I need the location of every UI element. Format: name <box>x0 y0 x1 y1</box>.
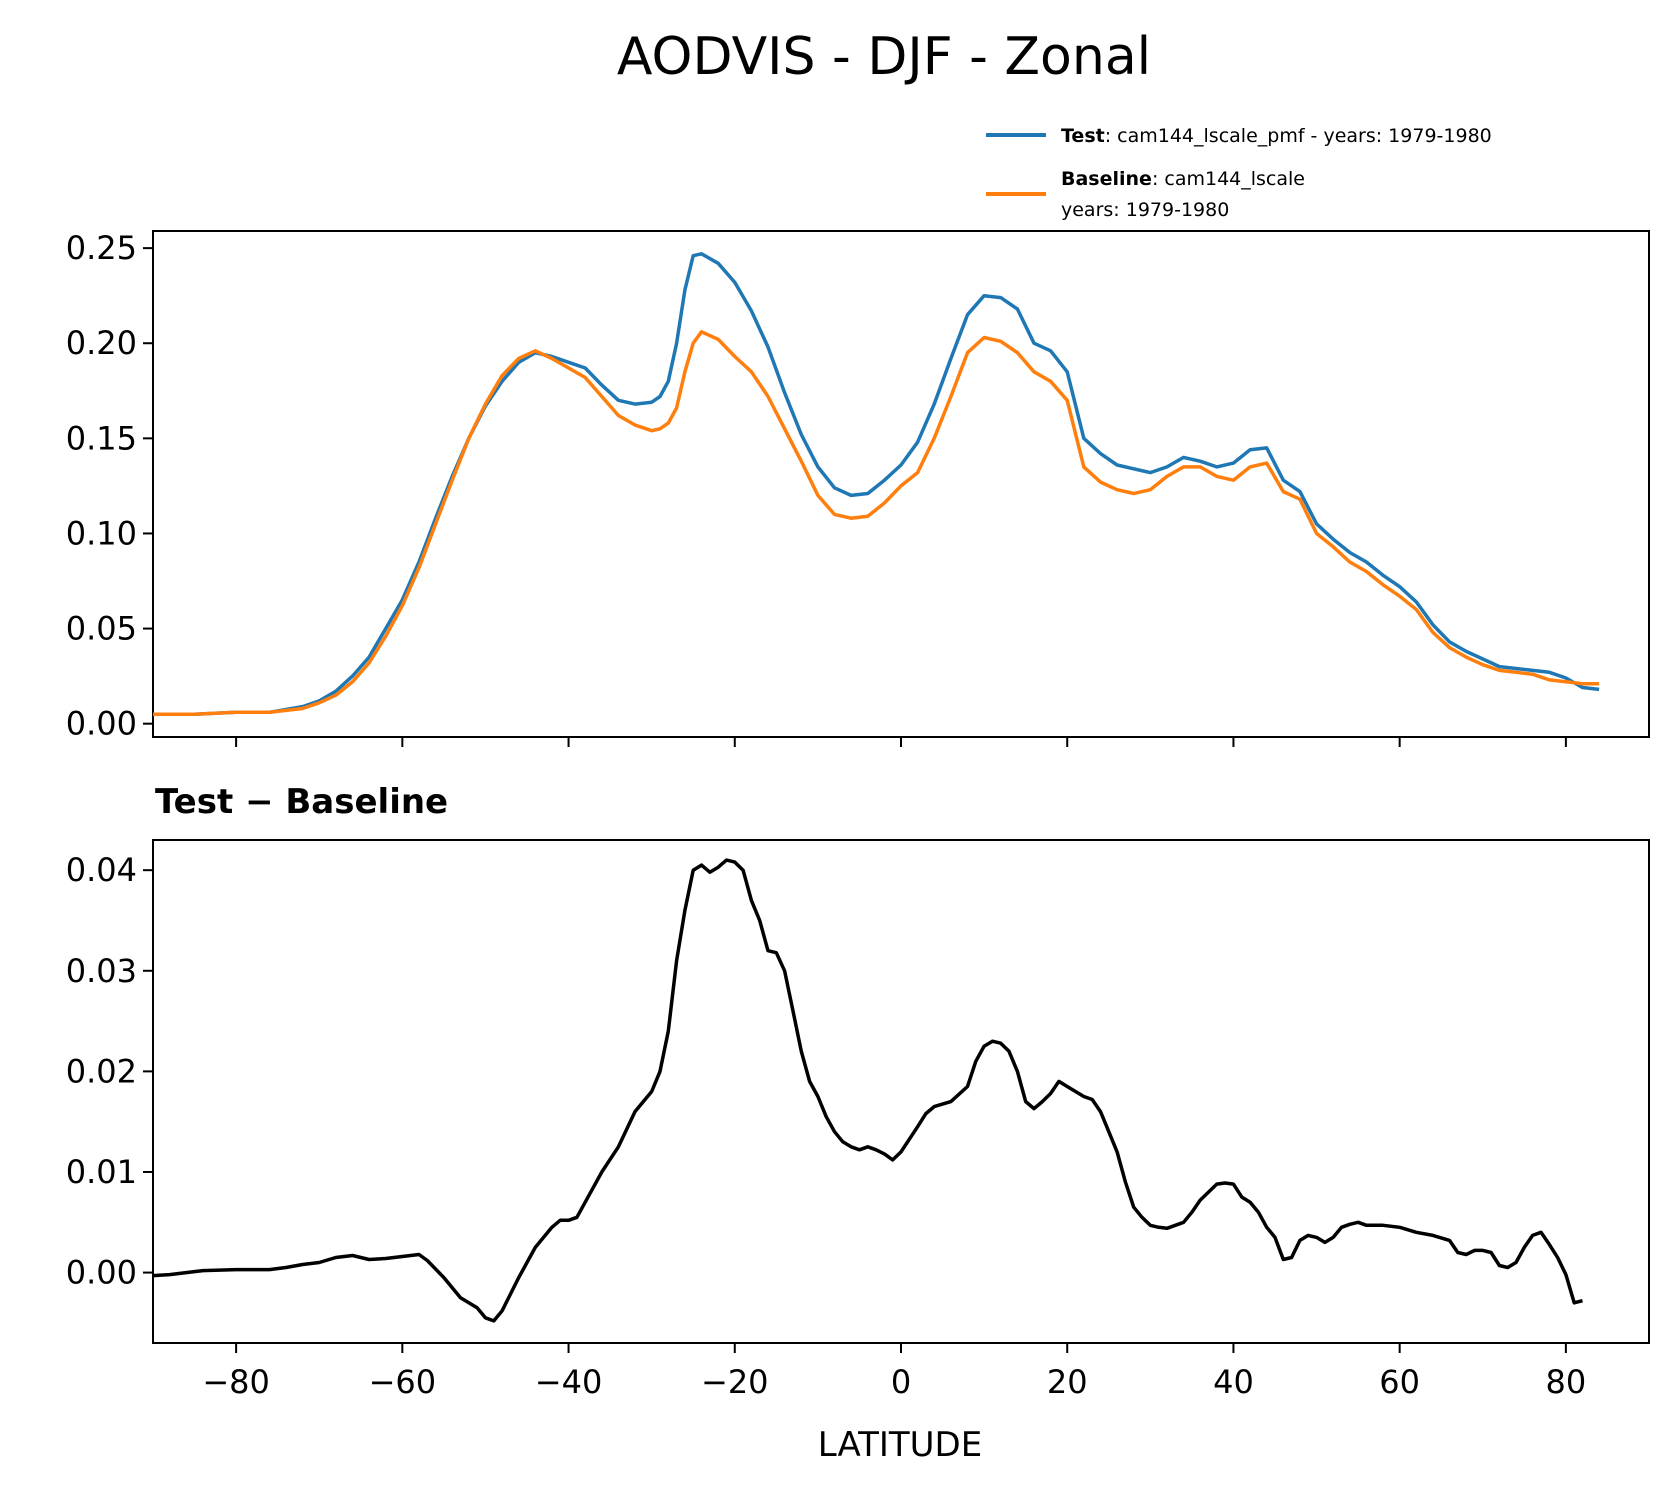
bottom-xtick-label: 20 <box>1047 1363 1088 1401</box>
top-series-line-1 <box>153 330 1600 716</box>
bottom-panel: 0.00 0.01 0.02 0.03 0.04 −80 −60 −40 −20 0 20 40 60… <box>66 839 1650 1401</box>
bottom-ytick-label: 0.03 <box>66 952 137 990</box>
bottom-x-axis: −80 −60 −40 −20 0 20 40 60 80 <box>202 1343 1586 1401</box>
x-axis-label: LATITUDE <box>818 1425 982 1465</box>
legend-baseline-label: Baseline: cam144_lscale <box>1061 168 1305 190</box>
bottom-xtick-label: −40 <box>535 1363 603 1401</box>
bottom-xtick-label: 60 <box>1379 1363 1420 1401</box>
top-x-axis <box>235 737 1567 747</box>
top-ytick-label: 0.10 <box>66 514 137 552</box>
legend-test-label: Test: cam144_lscale_pmf - years: 1979-19… <box>1061 125 1492 147</box>
top-y-axis: 0.00 0.05 0.10 0.15 0.20 0.25 <box>66 229 153 743</box>
legend-test-label-bold: Test <box>1061 125 1105 147</box>
top-ytick-label: 0.15 <box>66 419 137 457</box>
top-ytick-label: 0.20 <box>66 324 137 362</box>
bottom-panel-frame <box>152 839 1650 1344</box>
top-panel: 0.00 0.05 0.10 0.15 0.20 0.25 <box>66 229 1650 747</box>
bottom-xtick-label: −80 <box>202 1363 270 1401</box>
bottom-panel-title: Test − Baseline <box>155 782 448 822</box>
bottom-series-group <box>152 858 1583 1323</box>
bottom-xtick-label: −20 <box>701 1363 769 1401</box>
top-series-group <box>153 252 1600 716</box>
top-ytick-label: 0.05 <box>66 610 137 648</box>
bottom-xtick-label: 0 <box>891 1363 911 1401</box>
legend-baseline-label-line2: years: 1979-1980 <box>1061 199 1229 221</box>
bottom-ytick-label: 0.00 <box>66 1254 137 1292</box>
bottom-ytick-label: 0.04 <box>66 851 137 889</box>
bottom-xtick-label: −60 <box>369 1363 437 1401</box>
top-ytick-label: 0.25 <box>66 229 137 267</box>
top-ytick-label: 0.00 <box>66 705 137 743</box>
legend-baseline-label-bold: Baseline <box>1061 168 1152 190</box>
legend-test-label-rest: : cam144_lscale_pmf - years: 1979-1980 <box>1105 125 1492 147</box>
bottom-ytick-label: 0.01 <box>66 1153 137 1191</box>
legend: Test: cam144_lscale_pmf - years: 1979-19… <box>986 125 1492 221</box>
figure-title: AODVIS - DJF - Zonal <box>617 27 1151 87</box>
top-series-line-0 <box>153 252 1600 716</box>
bottom-xtick-label: 80 <box>1546 1363 1587 1401</box>
bottom-xtick-label: 40 <box>1213 1363 1254 1401</box>
bottom-ytick-label: 0.02 <box>66 1052 137 1090</box>
legend-baseline-label-rest: : cam144_lscale <box>1152 168 1305 190</box>
bottom-y-axis: 0.00 0.01 0.02 0.03 0.04 <box>66 851 153 1292</box>
bottom-series-line-0 <box>152 858 1583 1323</box>
